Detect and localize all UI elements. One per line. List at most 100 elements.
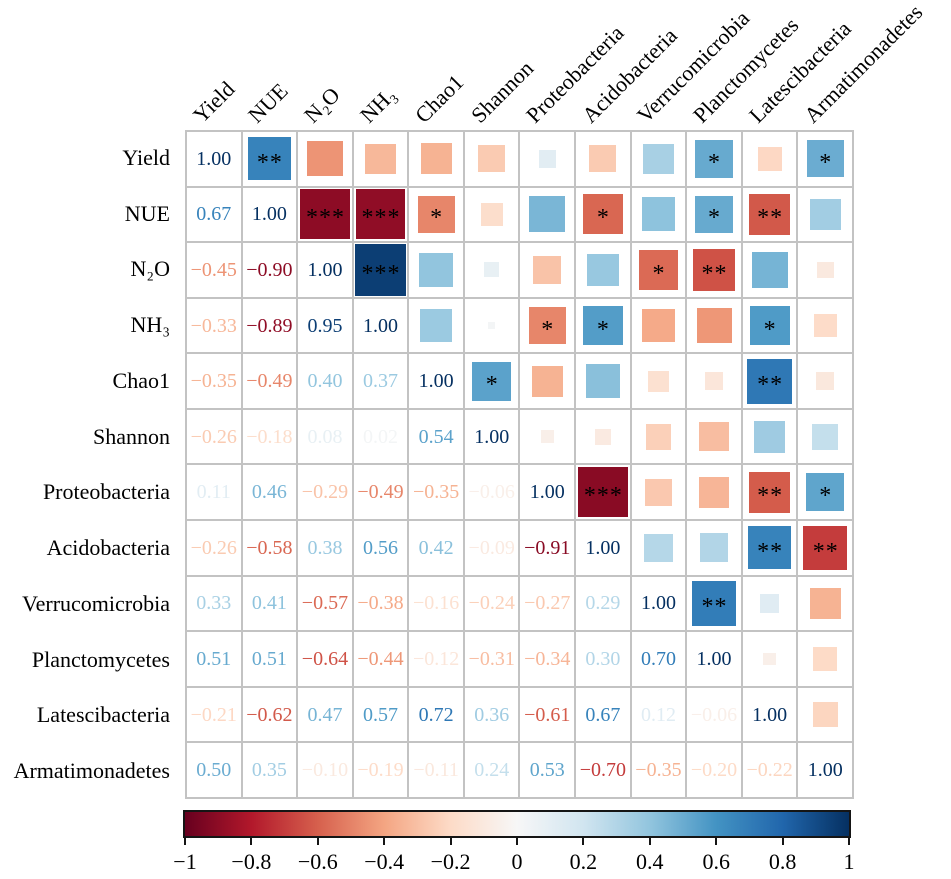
correlation-square-cell <box>409 298 463 353</box>
correlation-square-cell <box>742 632 797 686</box>
correlation-square <box>589 145 617 173</box>
correlation-value: −0.58 <box>246 536 293 559</box>
correlation-square <box>813 647 837 671</box>
diagonal-cell: 1.00 <box>631 576 686 631</box>
correlation-value-cell: −0.12 <box>409 632 463 686</box>
correlation-square-cell: ** <box>742 187 797 242</box>
correlation-value: 1.00 <box>251 203 287 226</box>
correlation-value: 0.35 <box>251 759 287 782</box>
correlation-value: −0.06 <box>690 703 738 726</box>
correlation-value-cell: −0.22 <box>742 743 797 797</box>
correlation-square-cell <box>409 132 463 186</box>
correlation-value-cell: 0.56 <box>353 521 408 575</box>
correlation-square-cell <box>798 687 852 742</box>
correlation-value: 0.50 <box>196 759 232 782</box>
correlation-square: *** <box>355 189 406 240</box>
correlation-square: * <box>582 194 623 235</box>
correlation-value-cell: 0.42 <box>409 521 463 575</box>
row-label: Armatimonadetes <box>13 758 170 784</box>
correlation-square-cell <box>687 298 741 353</box>
correlation-value: −0.38 <box>357 592 404 615</box>
correlation-square <box>529 196 566 233</box>
correlation-value-cell: −0.11 <box>409 743 463 797</box>
column-label: Chao1 <box>410 69 469 128</box>
correlation-square-cell <box>631 465 686 520</box>
correlation-value-cell: 0.67 <box>576 687 630 742</box>
row-label: Shannon <box>93 423 170 449</box>
correlation-value: 0.38 <box>307 536 343 559</box>
correlation-value-cell: 0.29 <box>576 576 630 631</box>
correlation-value: 0.29 <box>585 592 621 615</box>
correlation-square <box>696 308 732 344</box>
correlation-value: −0.26 <box>190 425 237 448</box>
correlation-square <box>644 478 673 506</box>
correlation-value-cell: 0.02 <box>353 409 408 464</box>
correlation-square <box>816 261 834 279</box>
correlation-square <box>647 370 669 392</box>
correlation-square: *** <box>354 244 407 296</box>
colorbar-tick-label: 0.8 <box>768 849 797 874</box>
column-label: N₂O <box>298 82 345 128</box>
correlation-square-cell <box>576 243 630 297</box>
correlation-value: 0.70 <box>640 648 676 671</box>
correlation-square-cell: * <box>631 243 686 297</box>
correlation-value: −0.61 <box>524 703 571 726</box>
correlation-square <box>816 372 834 390</box>
correlation-square-cell: *** <box>298 187 352 242</box>
correlation-value: −0.27 <box>524 592 571 615</box>
correlation-value: −0.26 <box>190 536 237 559</box>
correlation-square <box>484 262 500 278</box>
correlation-value: −0.44 <box>357 648 404 671</box>
diagonal-cell: 1.00 <box>298 243 352 297</box>
correlation-value: 1.00 <box>585 536 621 559</box>
row-label: Acidobacteria <box>46 535 170 561</box>
correlation-value: −0.49 <box>246 370 293 393</box>
correlation-square: ** <box>749 471 791 513</box>
correlation-square <box>487 321 496 330</box>
row-label: Verrucomicrobia <box>22 590 170 616</box>
correlation-value: −0.64 <box>301 648 349 671</box>
correlation-value-cell: 0.70 <box>631 632 686 686</box>
correlation-square-cell: * <box>687 187 741 242</box>
correlation-value-cell: −0.89 <box>242 298 297 353</box>
correlation-square-cell <box>742 243 797 297</box>
correlation-value: −0.35 <box>635 759 682 782</box>
correlation-square: ** <box>692 248 736 292</box>
row-label: NUE <box>124 200 170 226</box>
correlation-square-cell: ** <box>742 521 797 575</box>
correlation-value-cell: 0.51 <box>187 632 241 686</box>
colorbar-tick <box>184 836 186 845</box>
correlation-square-cell <box>409 243 463 297</box>
correlation-square <box>813 314 837 338</box>
correlation-value-cell: −0.29 <box>298 465 352 520</box>
colorbar-tick-label: −1 <box>173 849 197 874</box>
correlation-square-cell <box>798 409 852 464</box>
correlation-value: −0.89 <box>246 314 293 337</box>
correlation-value: −0.57 <box>301 592 349 615</box>
correlation-square: *** <box>299 189 350 240</box>
correlation-value-cell: 0.95 <box>298 298 352 353</box>
correlation-square-cell: * <box>520 298 575 353</box>
correlation-value: −0.34 <box>524 648 571 671</box>
diagonal-cell: 1.00 <box>464 409 519 464</box>
correlation-value: 0.46 <box>251 481 287 504</box>
correlation-square <box>704 371 724 391</box>
correlation-square <box>594 428 611 445</box>
diagonal-cell: 1.00 <box>520 465 575 520</box>
correlation-value: 0.95 <box>307 314 343 337</box>
correlation-square-cell: * <box>464 354 519 408</box>
colorbar-tick <box>781 836 784 845</box>
correlation-square <box>420 143 452 175</box>
diagonal-cell: 1.00 <box>187 132 241 186</box>
correlation-value: −0.35 <box>190 370 237 393</box>
row-labels: Yield NUE N₂O NH₃ Chao1 Shannon Proteobacteria… <box>0 130 176 799</box>
correlation-value-cell: −0.61 <box>520 687 575 742</box>
correlation-square <box>644 533 673 563</box>
correlation-square-cell <box>798 243 852 297</box>
correlation-square: * <box>528 307 566 344</box>
correlation-square <box>478 145 506 173</box>
diagonal-cell: 1.00 <box>798 743 852 797</box>
correlation-square-cell <box>742 576 797 631</box>
correlation-square-cell: * <box>409 187 463 242</box>
correlation-square-cell: * <box>576 298 630 353</box>
